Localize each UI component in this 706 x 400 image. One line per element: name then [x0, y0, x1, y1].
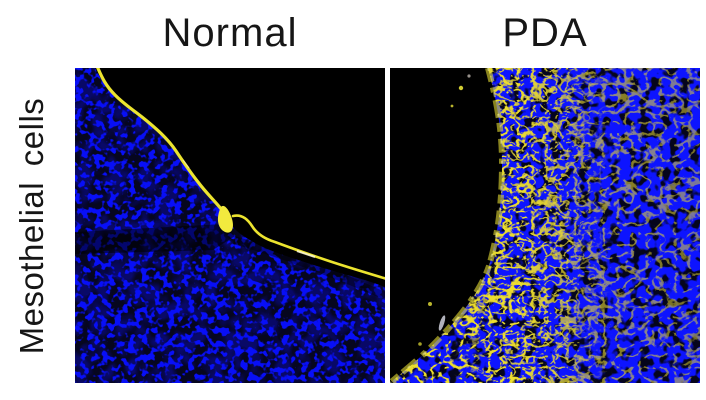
row-label-mesothelial-cells: Mesothelial cells	[13, 97, 50, 355]
pda-panel-image	[390, 68, 700, 383]
pda-scattered-specks	[418, 74, 471, 346]
panel-divider	[385, 68, 390, 383]
normal-panel-image	[75, 68, 385, 383]
mesothelial-line	[96, 68, 385, 280]
pda-tissue-edge-staining	[390, 68, 506, 383]
column-label-pda: PDA	[502, 11, 588, 55]
column-label-normal: Normal	[162, 11, 298, 55]
mesothelial-line-hook	[217, 205, 233, 233]
